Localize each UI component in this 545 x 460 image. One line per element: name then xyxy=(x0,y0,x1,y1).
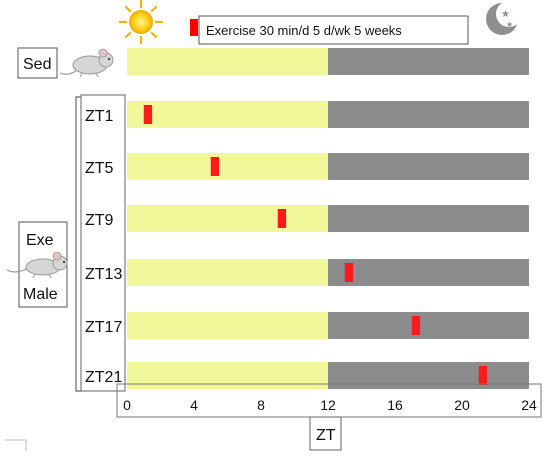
x-tick-label: 8 xyxy=(257,397,265,413)
x-tick-label: 24 xyxy=(521,397,537,413)
dark-phase-bar xyxy=(328,153,529,180)
x-tick-label: 20 xyxy=(454,397,470,413)
row-label-zt17: ZT17 xyxy=(85,319,122,336)
x-tick-label: 4 xyxy=(190,397,198,413)
row-label-frame xyxy=(80,94,126,392)
legend-label: Exercise 30 min/d 5 d/wk 5 weeks xyxy=(206,23,402,38)
legend: Exercise 30 min/d 5 d/wk 5 weeks xyxy=(190,15,469,45)
dark-phase-bar xyxy=(328,362,529,389)
light-phase-bar xyxy=(127,153,328,180)
exercise-marker-zt5 xyxy=(210,157,220,176)
group-label-sed: Sed xyxy=(23,56,51,73)
dark-phase-bar xyxy=(328,259,529,286)
row-label-zt1: ZT1 xyxy=(85,108,114,125)
x-tick-label: 12 xyxy=(320,397,336,413)
x-tick-label: 16 xyxy=(387,397,403,413)
svg-text:★: ★ xyxy=(506,20,513,29)
light-phase-bar xyxy=(127,205,328,232)
group-label-male: Male xyxy=(23,286,58,303)
timeline-rows: ZT1 ZT5 ZT9 ZT13 ZT17 ZT21 xyxy=(80,48,529,392)
exercise-marker-zt9 xyxy=(277,209,287,228)
exercise-marker-zt1 xyxy=(143,105,153,124)
group-label-exe: Exe xyxy=(26,232,54,249)
row-label-zt21: ZT21 xyxy=(85,369,122,386)
dark-phase-bar xyxy=(328,312,529,339)
timeline-row-zt1: ZT1 xyxy=(85,101,529,128)
exercise-marker-zt17 xyxy=(411,316,421,335)
mouse-icon xyxy=(59,48,114,78)
row-label-zt13: ZT13 xyxy=(85,266,122,283)
light-phase-bar xyxy=(127,362,328,389)
exercise-marker-zt13 xyxy=(344,263,354,282)
timeline-row-zt17: ZT17 xyxy=(85,312,529,339)
light-phase-bar xyxy=(127,101,328,128)
timeline-row-sed xyxy=(127,48,529,75)
light-phase-bar xyxy=(127,312,328,339)
light-phase-bar xyxy=(127,48,328,75)
timeline-row-zt9: ZT9 xyxy=(85,205,529,232)
light-phase-bar xyxy=(127,259,328,286)
timeline-row-zt5: ZT5 xyxy=(85,153,529,180)
dark-phase-bar xyxy=(328,48,529,75)
x-tick-label: 0 xyxy=(123,397,131,413)
dark-phase-bar xyxy=(328,205,529,232)
svg-text:★: ★ xyxy=(501,9,510,20)
exercise-marker-zt21 xyxy=(478,366,488,385)
row-label-zt9: ZT9 xyxy=(85,212,114,229)
dark-phase-bar xyxy=(328,101,529,128)
moon-stars-icon: ★ ★ xyxy=(486,1,522,35)
row-label-zt5: ZT5 xyxy=(85,160,114,177)
x-axis-label: ZT xyxy=(316,427,336,444)
timeline-row-zt21: ZT21 xyxy=(85,362,529,389)
legend-exercise-marker xyxy=(190,19,198,36)
sun-icon xyxy=(118,0,164,45)
timeline-row-zt13: ZT13 xyxy=(85,259,529,286)
mouse-icon xyxy=(6,251,68,279)
